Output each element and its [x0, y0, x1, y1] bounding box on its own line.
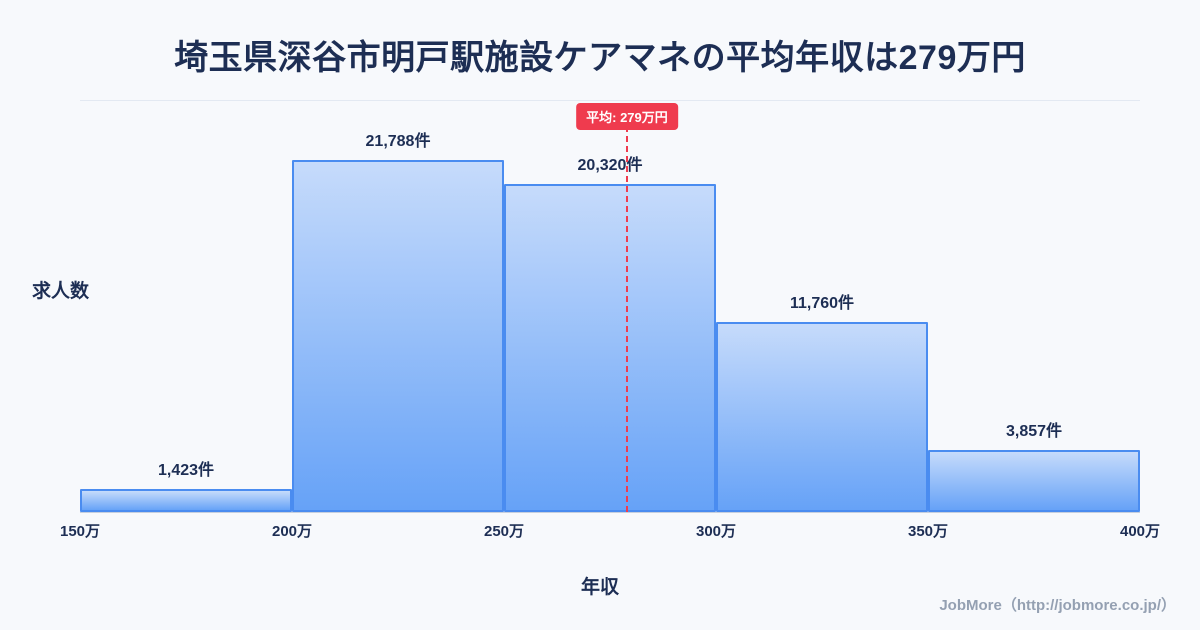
- histogram-bar: [928, 450, 1140, 512]
- histogram-bar: [716, 322, 928, 512]
- average-badge-label: 平均: 279万円: [586, 110, 668, 125]
- bar-value-label: 1,423件: [157, 462, 215, 479]
- bar-value-label: 11,760件: [789, 295, 855, 312]
- y-axis-label: 求人数: [32, 281, 90, 302]
- bar-value-label: 3,857件: [1005, 423, 1063, 440]
- top-gridline: [80, 100, 1140, 101]
- plot-area: 1,423件 21,788件 20,320件 11,760件 3,857件 平均: 27…: [80, 100, 1140, 513]
- footer-credit: JobMore（http://jobmore.co.jp/）: [939, 597, 1176, 614]
- histogram-bar: [504, 184, 716, 512]
- x-tick-label: 200万: [271, 523, 313, 540]
- x-tick-label: 350万: [907, 523, 949, 540]
- x-tick-label: 300万: [695, 523, 737, 540]
- average-badge: 平均: 279万円: [576, 103, 678, 130]
- x-axis-label: 年収: [580, 577, 619, 598]
- bars-container: 1,423件 21,788件 20,320件 11,760件 3,857件: [80, 100, 1140, 512]
- bar-value-label: 21,788件: [365, 133, 431, 150]
- histogram-bar: [80, 489, 292, 512]
- x-tick-label: 400万: [1119, 523, 1161, 540]
- x-axis-line: [80, 512, 1140, 513]
- average-line: [625, 126, 628, 512]
- x-tick-label: 250万: [483, 523, 525, 540]
- x-tick-label: 150万: [59, 523, 101, 540]
- chart-title: 埼玉県深谷市明戸駅施設ケアマネの平均年収は279万円: [174, 39, 1026, 77]
- bar-value-label: 20,320件: [577, 157, 643, 174]
- x-axis-ticks: 150万 200万 250万 300万 350万 400万: [60, 520, 1160, 540]
- histogram-bar: [292, 160, 504, 512]
